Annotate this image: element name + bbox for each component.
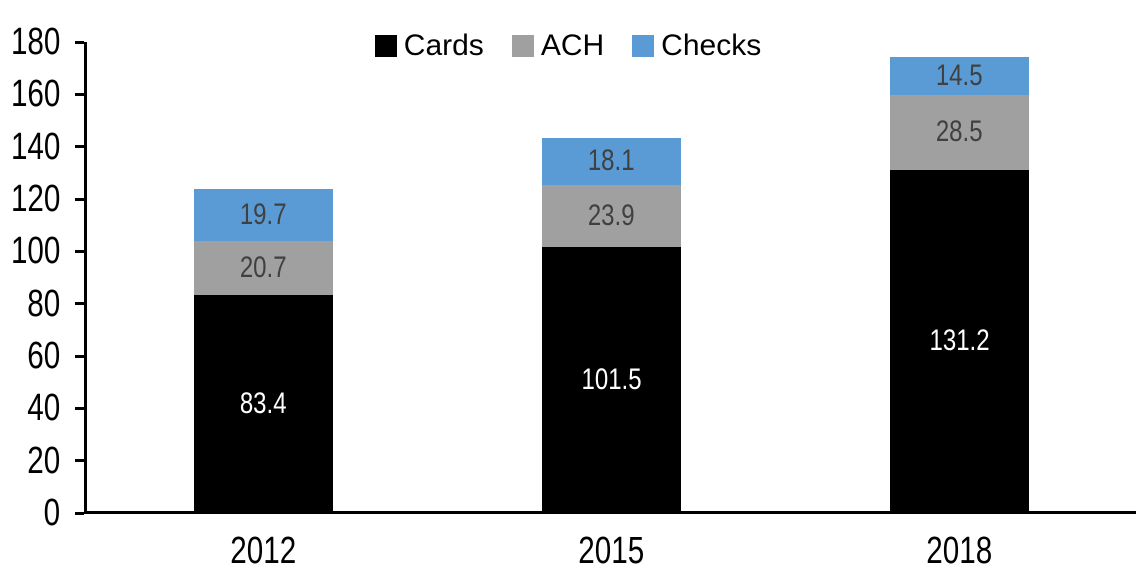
y-tick-mark <box>75 145 84 149</box>
x-axis-value: 2018 <box>926 530 993 572</box>
checks-swatch-icon <box>632 35 655 57</box>
y-tick-mark <box>75 92 84 96</box>
bar-value-label: 20.7 <box>240 250 287 284</box>
bar-segment-cards-2018: 131.2 <box>890 169 1029 513</box>
y-tick-value: 100 <box>10 230 60 273</box>
y-tick-label: 160 <box>0 74 60 114</box>
y-tick-mark <box>75 459 84 463</box>
bar-segment-ach-2018: 28.5 <box>890 95 1029 170</box>
y-tick-label: 40 <box>0 388 60 428</box>
ach-swatch-icon <box>511 35 534 57</box>
x-axis-label: 2015 <box>532 530 692 572</box>
y-tick-label: 20 <box>0 441 60 481</box>
y-tick-value: 140 <box>10 125 60 168</box>
y-tick-value: 80 <box>27 282 60 325</box>
legend-label-cards: Cards <box>403 29 484 62</box>
bar-segment-checks-2018: 14.5 <box>890 57 1029 96</box>
y-tick-value: 160 <box>10 73 60 116</box>
y-tick-label: 120 <box>0 179 60 219</box>
y-tick-value: 60 <box>27 335 60 377</box>
bar-value-label: 101.5 <box>581 363 642 397</box>
bar-value-label: 18.1 <box>588 144 635 178</box>
bar-segment-cards-2015: 101.5 <box>542 247 681 513</box>
y-tick-label: 140 <box>0 127 60 167</box>
x-axis-label: 2018 <box>880 530 1040 572</box>
legend: Cards ACH Checks <box>0 31 1136 61</box>
y-tick-value: 40 <box>27 387 60 430</box>
y-tick-mark <box>75 40 84 44</box>
bar-segment-ach-2015: 23.9 <box>542 184 681 248</box>
y-axis-line <box>84 42 87 514</box>
bar-value-label: 19.7 <box>240 197 287 231</box>
legend-item-cards: Cards <box>374 29 484 62</box>
y-tick-mark <box>75 249 84 253</box>
x-axis-value: 2015 <box>578 530 645 572</box>
x-axis-line <box>84 511 1136 514</box>
legend-label-ach: ACH <box>540 29 605 62</box>
y-tick-value: 120 <box>10 178 60 220</box>
y-tick-label: 60 <box>0 336 60 376</box>
y-tick-value: 180 <box>10 21 60 63</box>
y-tick-label: 100 <box>0 231 60 271</box>
bar-segment-checks-2015: 18.1 <box>542 137 681 185</box>
y-tick-mark <box>75 511 84 515</box>
y-tick-mark <box>75 197 84 201</box>
bar-value-label: 28.5 <box>936 115 983 149</box>
bar-value-label: 83.4 <box>240 386 287 420</box>
y-tick-value: 0 <box>43 492 60 534</box>
bar-value-label: 131.2 <box>929 324 990 358</box>
bar-value-label: 14.5 <box>936 59 983 93</box>
x-axis-label: 2012 <box>184 530 344 572</box>
cards-swatch-icon <box>374 35 397 57</box>
bar-segment-checks-2012: 19.7 <box>194 189 333 241</box>
y-tick-mark <box>75 354 84 358</box>
bar-value-label: 23.9 <box>588 199 635 233</box>
legend-item-ach: ACH <box>511 29 605 62</box>
legend-item-checks: Checks <box>632 31 761 61</box>
y-tick-mark <box>75 406 84 410</box>
legend-label-checks: Checks <box>661 29 762 62</box>
y-tick-mark <box>75 302 84 306</box>
y-tick-label: 180 <box>0 22 60 62</box>
bar-segment-ach-2012: 20.7 <box>194 240 333 295</box>
y-tick-label: 0 <box>0 493 60 533</box>
y-tick-label: 80 <box>0 284 60 324</box>
y-tick-value: 20 <box>27 439 60 482</box>
bar-segment-cards-2012: 83.4 <box>194 294 333 513</box>
x-axis-value: 2012 <box>230 530 297 572</box>
